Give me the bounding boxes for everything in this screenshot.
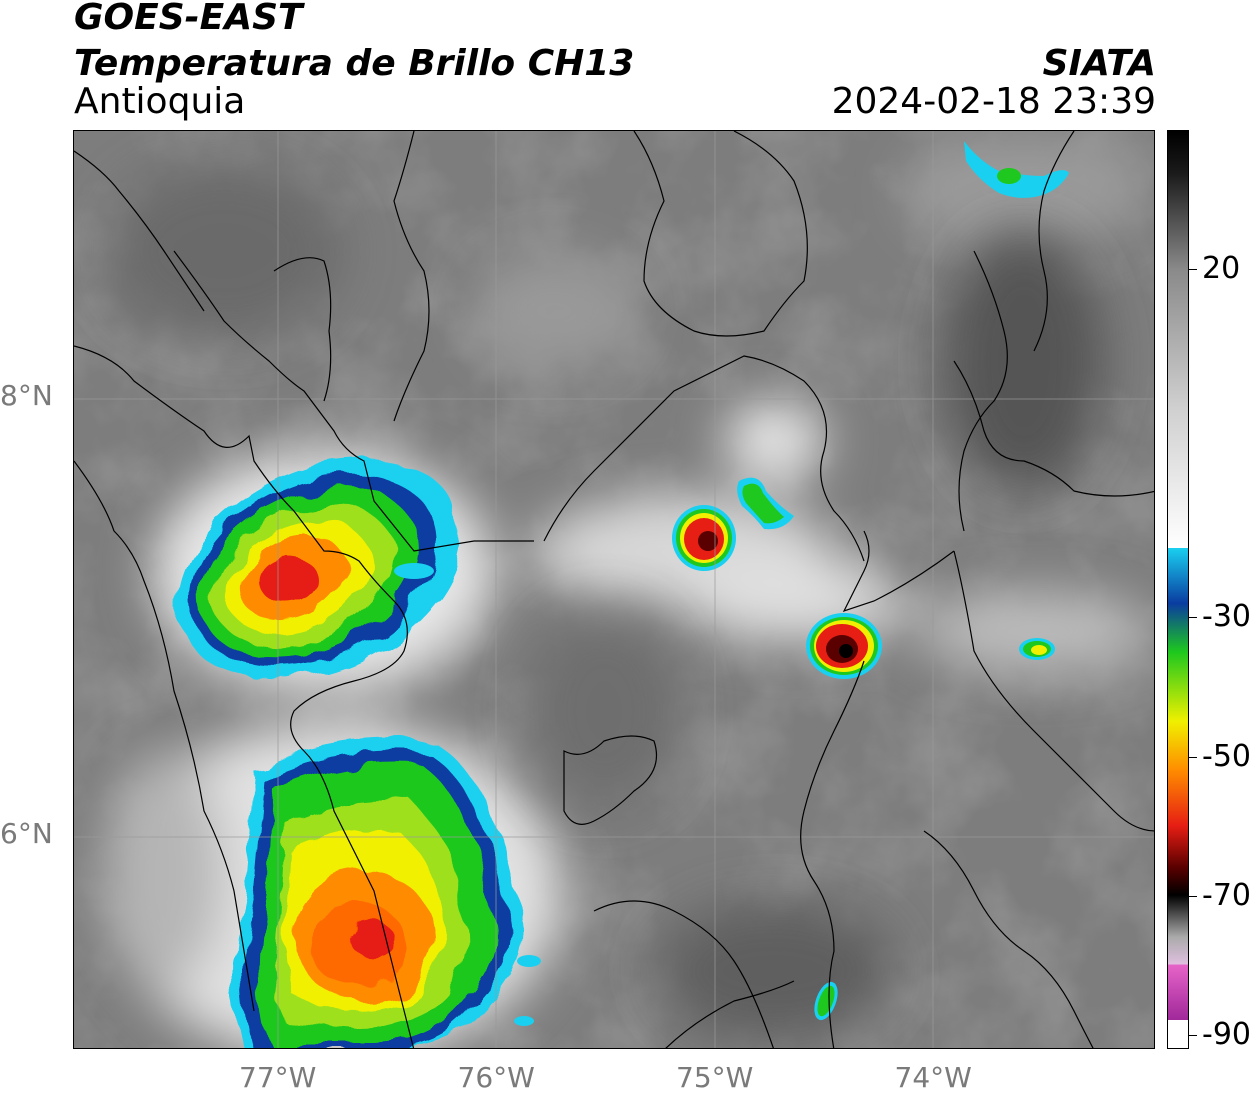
graticule xyxy=(74,131,1154,1048)
cell-west-upper xyxy=(176,458,462,680)
boundaries xyxy=(74,131,1154,1048)
cell-far-east xyxy=(1019,638,1055,660)
cell-central xyxy=(672,505,736,571)
timestamp-label: 2024-02-18 23:39 xyxy=(831,81,1156,122)
colorbar-tick-label-1: -30 xyxy=(1202,599,1251,635)
colorbar-tick-label-0: 20 xyxy=(1202,251,1241,287)
small-cells xyxy=(394,141,1069,1026)
colorbar-tick-label-2: -50 xyxy=(1202,738,1251,774)
satellite-map[interactable] xyxy=(73,130,1155,1049)
lat-label-1: 6°N xyxy=(0,817,53,850)
cell-east xyxy=(806,613,882,679)
lon-label-3: 74°W xyxy=(894,1061,972,1094)
cell-southwest xyxy=(234,739,524,1048)
colorbar xyxy=(1167,130,1189,1049)
colorbar-tick-mark-3 xyxy=(1189,895,1197,897)
lat-label-0: 8°N xyxy=(0,379,53,412)
colorbar-tick-mark-4 xyxy=(1189,1035,1197,1037)
lon-label-1: 76°W xyxy=(457,1061,535,1094)
map-canvas xyxy=(74,131,1154,1048)
lon-label-2: 75°W xyxy=(676,1061,754,1094)
cell-northeast xyxy=(964,141,1069,198)
agency-label: SIATA xyxy=(1042,43,1156,84)
title-satellite: GOES-EAST xyxy=(74,0,303,38)
title-product: Temperatura de Brillo CH13 xyxy=(74,43,635,84)
colorbar-tick-mark-0 xyxy=(1189,269,1197,271)
colorbar-tick-mark-1 xyxy=(1189,617,1197,619)
convective-cells xyxy=(176,458,524,1048)
colorbar-tick-label-3: -70 xyxy=(1202,877,1251,913)
colorbar-tick-label-4: -90 xyxy=(1202,1017,1251,1053)
cell-south xyxy=(814,981,838,1021)
colorbar-tick-mark-2 xyxy=(1189,756,1197,758)
cell-central-north xyxy=(737,477,794,530)
lon-label-0: 77°W xyxy=(239,1061,317,1094)
region-label: Antioquia xyxy=(74,81,246,122)
cell-specks xyxy=(394,563,541,1026)
